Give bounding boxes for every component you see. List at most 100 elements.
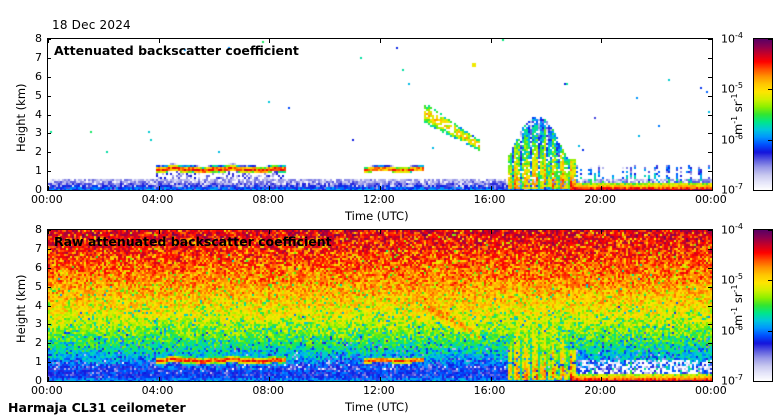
date-label: 18 Dec 2024 [52, 18, 131, 32]
y-tick [47, 133, 51, 135]
x-tick [48, 377, 49, 381]
x-tick [269, 377, 271, 381]
x-tick-label: 00:00 [695, 193, 727, 206]
colorbar-tick-label: 10-4 [721, 222, 743, 237]
x-tick [158, 377, 160, 381]
y-tick-label: 1 [35, 355, 42, 369]
x-tick [269, 230, 271, 234]
colorbar-top [753, 38, 773, 191]
y-tick-label: 7 [35, 241, 42, 255]
x-tick [48, 230, 49, 234]
x-tick [601, 186, 603, 190]
y-tick [708, 343, 712, 345]
y-tick-label: 7 [35, 50, 42, 64]
y-tick [47, 230, 51, 231]
x-tick [712, 39, 713, 43]
y-tick [47, 95, 51, 97]
colorbar-tick [768, 330, 772, 332]
y-tick-label: 5 [35, 279, 42, 293]
x-tick [158, 39, 160, 43]
x-tick-label: 20:00 [584, 193, 617, 206]
x-tick [158, 230, 160, 234]
y-tick [708, 324, 712, 326]
y-tick [708, 230, 712, 231]
colorbar-tick [768, 230, 772, 231]
y-tick [47, 305, 51, 307]
x-tick [269, 186, 271, 190]
panel0-xlabel: Time (UTC) [345, 209, 409, 223]
x-tick [601, 230, 603, 234]
colorbar-tick [768, 190, 772, 191]
colorbar-tick [768, 381, 772, 382]
x-tick [158, 186, 160, 190]
y-tick-label: 6 [35, 260, 42, 274]
y-tick-label: 6 [35, 69, 42, 83]
y-tick [47, 152, 51, 154]
x-tick [490, 377, 492, 381]
y-tick-label: 3 [35, 126, 42, 140]
y-tick-label: 8 [35, 223, 42, 236]
y-tick [47, 286, 51, 288]
x-tick-label: 04:00 [141, 193, 174, 206]
y-tick [47, 57, 51, 59]
x-tick-label: 12:00 [363, 193, 395, 206]
x-tick [380, 230, 381, 234]
y-tick [47, 343, 51, 345]
colorbar-bottom-label: m-1 sr-1 [730, 284, 745, 326]
x-tick [490, 230, 492, 234]
figure-caption: Harmaja CL31 ceilometer [8, 400, 186, 415]
y-tick-label: 4 [35, 107, 42, 121]
x-tick-label: 08:00 [252, 384, 285, 397]
colorbar-bottom-label-wrap: m-1 sr-1 [730, 284, 772, 341]
y-tick [708, 190, 712, 191]
y-tick [708, 57, 712, 59]
y-tick-label: 5 [35, 88, 42, 102]
colorbar-tick-label: 10-6 [721, 322, 743, 338]
y-tick-label: 4 [35, 298, 42, 312]
x-tick-label: 16:00 [473, 193, 506, 206]
x-tick [712, 186, 713, 190]
x-tick [712, 377, 713, 381]
x-tick [490, 39, 492, 43]
x-tick-label: 04:00 [141, 384, 174, 397]
y-tick [708, 39, 712, 40]
y-tick [708, 133, 712, 135]
colorbar-gradient-bottom [754, 230, 772, 381]
x-tick [380, 39, 381, 43]
colorbar-tick-label: 10-5 [721, 81, 743, 96]
y-tick [708, 267, 712, 269]
x-tick-label: 16:00 [473, 384, 506, 397]
y-tick [708, 362, 712, 364]
y-tick [708, 76, 712, 78]
colorbar-tick-label: 10-7 [721, 373, 743, 388]
y-tick [708, 286, 712, 288]
raw-attenuated-backscatter-heatmap [48, 230, 712, 381]
colorbar-tick [768, 89, 772, 91]
y-tick-label: 0 [35, 183, 42, 196]
y-tick [47, 381, 51, 382]
y-tick [708, 114, 712, 116]
y-tick [47, 324, 51, 326]
panel1-xlabel: Time (UTC) [345, 400, 409, 414]
x-tick-label: 00:00 [31, 193, 63, 206]
colorbar-tick-label: 10-5 [721, 272, 743, 287]
y-tick [708, 305, 712, 307]
x-tick-label: 00:00 [695, 384, 727, 397]
colorbar-tick-label: 10-6 [721, 131, 743, 147]
y-tick [47, 190, 51, 191]
y-tick [708, 152, 712, 154]
y-tick [708, 381, 712, 382]
x-tick [601, 39, 603, 43]
x-tick-label: 12:00 [363, 384, 395, 397]
y-tick [708, 95, 712, 97]
y-tick [47, 248, 51, 250]
colorbar-tick [768, 280, 772, 282]
x-tick [490, 186, 492, 190]
colorbar-bottom [753, 229, 773, 382]
y-tick [47, 114, 51, 116]
y-tick [47, 267, 51, 269]
x-tick-label: 20:00 [584, 384, 617, 397]
